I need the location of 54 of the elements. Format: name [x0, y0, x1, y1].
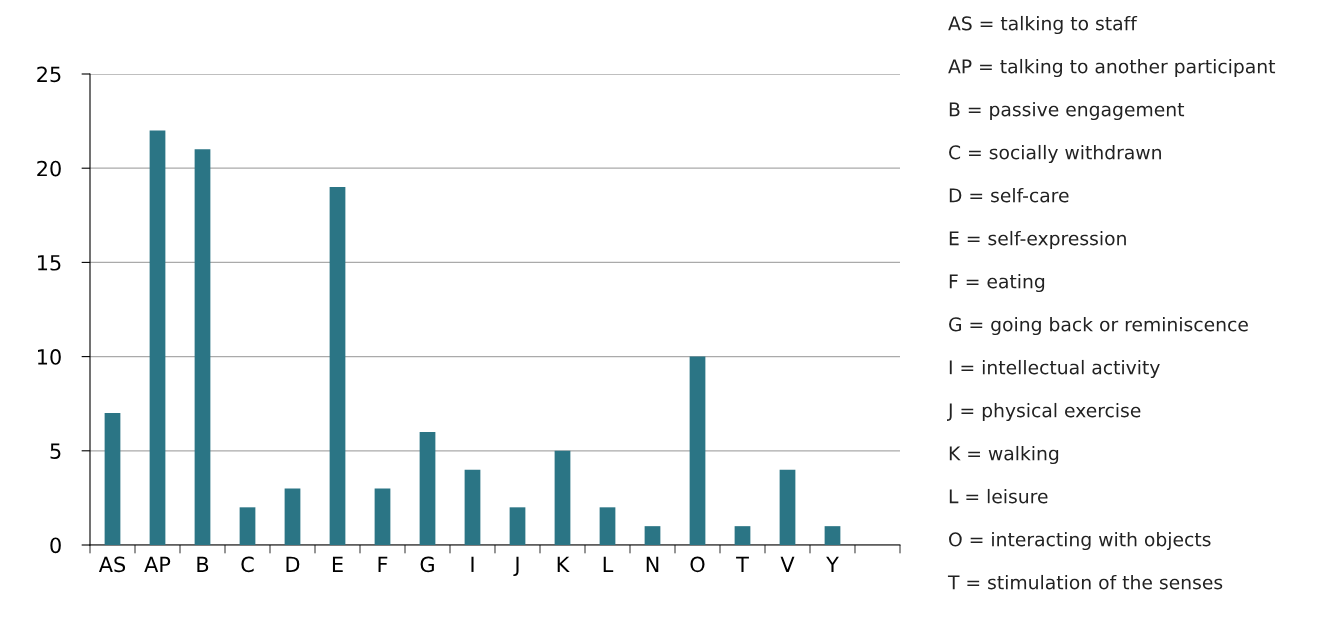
- x-tick-label: Y: [826, 556, 839, 572]
- x-tick-label: T: [736, 556, 749, 572]
- text: C = socially withdrawn: [949, 144, 1161, 164]
- x-tick-label: D: [286, 556, 300, 572]
- x-tick-label: N: [646, 556, 659, 572]
- bar: [464, 469, 481, 545]
- x-tick-label: E: [332, 556, 343, 572]
- bar: [284, 488, 301, 545]
- bar: [239, 507, 256, 545]
- y-tick-label: 0: [50, 537, 61, 554]
- bar: [644, 526, 661, 545]
- bar: [104, 413, 121, 545]
- text: O = interacting with objects: [949, 531, 1211, 551]
- bar: [779, 469, 796, 545]
- bar: [554, 450, 571, 545]
- bar: [374, 488, 391, 545]
- bar: [149, 130, 166, 545]
- bar: [599, 507, 616, 545]
- bar: [329, 187, 346, 545]
- text: F = eating: [949, 273, 1045, 293]
- y-tick-label: 10: [38, 349, 61, 365]
- text: AP = talking to another participant: [948, 58, 1276, 78]
- x-tick-label: J: [513, 556, 519, 577]
- x-tick-label: C: [241, 556, 254, 573]
- text: K = walking: [949, 445, 1059, 465]
- text: G = going back or reminiscence: [949, 316, 1248, 336]
- bar: [419, 431, 436, 545]
- text: J = physical exercise: [947, 402, 1141, 422]
- text: B = passive engagement: [949, 101, 1185, 121]
- x-tick-label: K: [557, 556, 570, 572]
- y-tick-label: 25: [37, 66, 61, 83]
- bar: [734, 526, 751, 545]
- y-tick-label: 5: [50, 443, 61, 460]
- y-tick-label: 15: [38, 255, 61, 271]
- x-tick-label: V: [780, 556, 795, 572]
- bar: [509, 507, 526, 545]
- text: E = self-expression: [949, 230, 1126, 250]
- x-tick-label: I: [471, 556, 474, 572]
- text: T = stimulation of the senses: [947, 574, 1223, 590]
- x-tick-label: O: [690, 556, 705, 573]
- x-tick-label: L: [603, 556, 614, 572]
- bar: [194, 149, 211, 545]
- bar: [824, 526, 841, 545]
- text: D = self-care: [949, 187, 1069, 203]
- text: I = intellectual activity: [949, 359, 1160, 379]
- x-tick-label: AS: [98, 556, 126, 573]
- y-tick-label: 20: [37, 160, 61, 177]
- text: AS = talking to staff: [948, 15, 1138, 35]
- x-tick-label: F: [378, 556, 388, 572]
- x-tick-label: G: [420, 556, 434, 573]
- text: L = leisure: [949, 488, 1048, 504]
- bar: [689, 356, 706, 545]
- x-tick-label: B: [197, 556, 209, 572]
- x-tick-label: AP: [144, 556, 171, 572]
